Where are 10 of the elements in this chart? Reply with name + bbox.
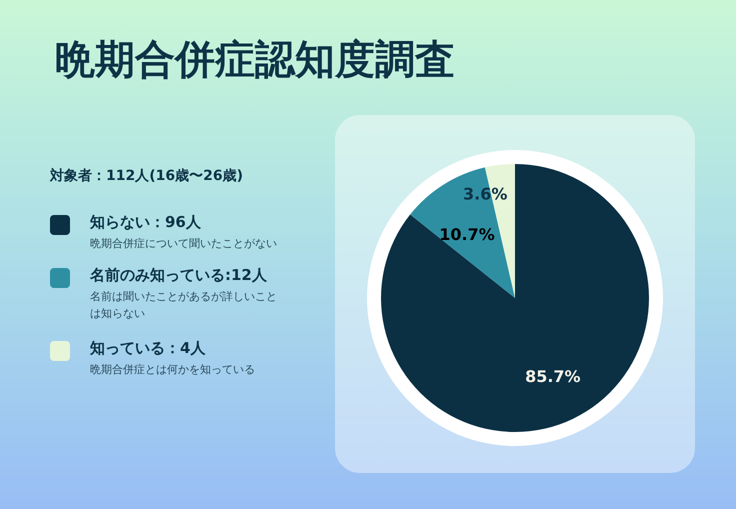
legend-label: 名前のみ知っている:12人 <box>90 266 267 285</box>
data-label: 10.7% <box>439 225 495 244</box>
chart-title: 晩期合併症認知度調査 <box>55 36 455 85</box>
legend-label: 知らない：96人 <box>90 213 201 232</box>
text: 晩期合併症について聞いたことがない <box>90 236 278 252</box>
chart-subtitle: 対象者：112人(16歳〜26歳) <box>50 167 243 185</box>
text: 名前は聞いたことがあるが詳しいことは知らない <box>90 289 278 322</box>
legend-label: 知っている：4人 <box>90 339 206 358</box>
text: 晩期合併症とは何かを知っている <box>90 362 256 378</box>
data-label: 85.7% <box>525 366 581 386</box>
